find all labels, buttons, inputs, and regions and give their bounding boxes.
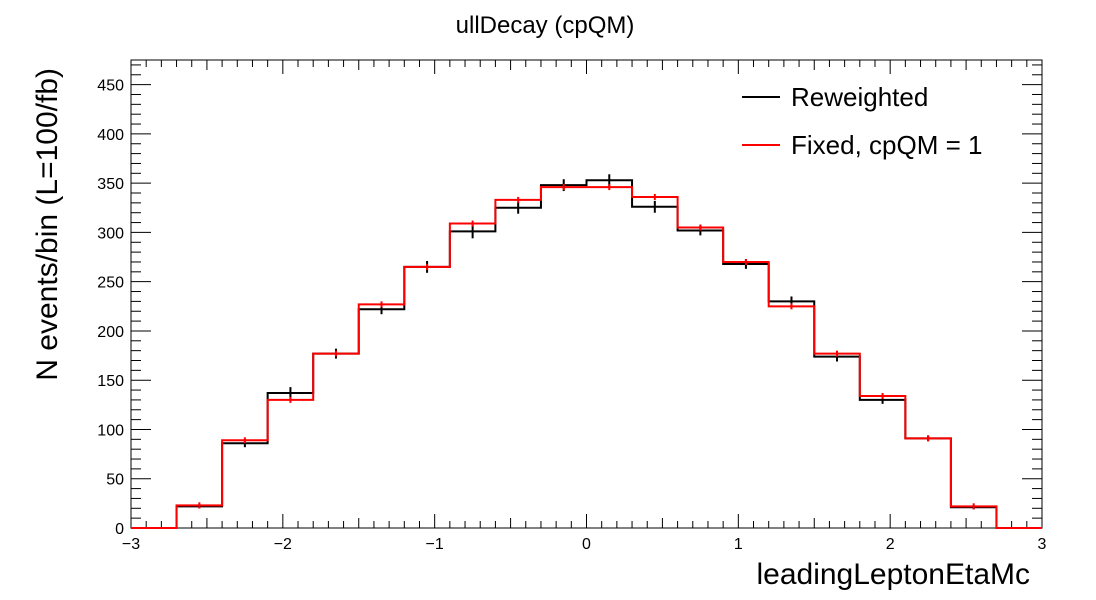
y-axis-label: N events/bin (L=100/fb) [31,68,64,381]
x-tick-label: 3 [1038,536,1047,553]
y-tick-label: 100 [97,422,124,439]
histogram-series [131,174,1042,529]
series-line-1 [131,186,1042,529]
y-tick-label: 150 [97,373,124,390]
legend-label-0: Reweighted [791,82,928,112]
legend-label-1: Fixed, cpQM = 1 [791,130,982,160]
x-tick-label: −2 [274,536,292,553]
y-tick-label: 350 [97,176,124,193]
y-tick-label: 200 [97,324,124,341]
axes: −3 −2 −1 0 1 2 3 0 50 100 150 200 250 300 350 400 450 [97,60,1047,553]
x-tick-label: −1 [426,536,444,553]
y-tick-label: 300 [97,225,124,242]
x-tick-label: 2 [886,536,895,553]
x-tick-label: 1 [734,536,743,553]
series-line-0 [131,179,1042,529]
x-axis-label: leadingLeptonEtaMc [756,558,1030,591]
y-tick-label: 450 [97,78,124,95]
y-tick-label: 400 [97,127,124,144]
chart-title: ullDecay (cpQM) [456,12,635,39]
legend: Reweighted Fixed, cpQM = 1 [742,82,982,160]
y-tick-label: 0 [115,521,124,538]
x-tick-label: −3 [122,536,140,553]
y-tick-label: 50 [106,472,124,489]
y-tick-label: 250 [97,275,124,292]
x-tick-label: 0 [582,536,591,553]
